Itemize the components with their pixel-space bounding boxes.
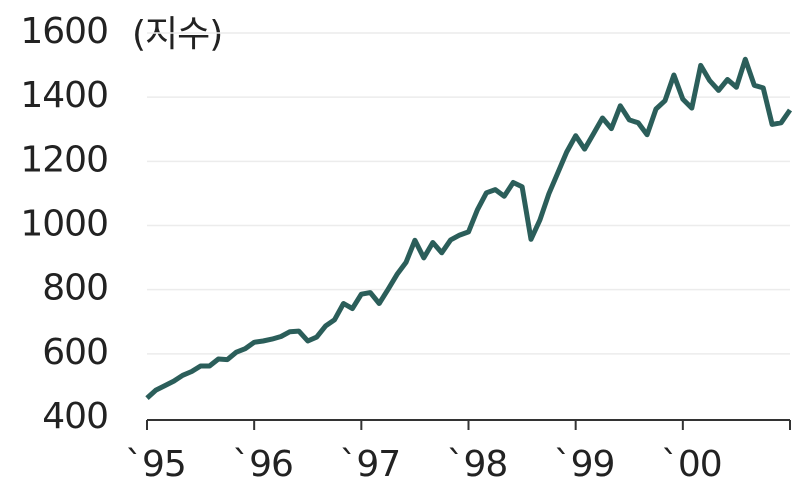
y-tick-label: 1200	[20, 139, 108, 180]
y-tick-label: 1600	[20, 11, 108, 52]
y-tick-label: 600	[42, 332, 108, 373]
y-tick-label: 400	[42, 396, 108, 437]
data-line	[145, 56, 793, 400]
x-tick-label: `98	[447, 444, 508, 485]
x-tick-label: `97	[339, 444, 400, 485]
x-tick-label: `99	[554, 444, 615, 485]
y-tick-label: 1000	[20, 204, 108, 245]
y-tick-label: 1400	[20, 75, 108, 116]
x-tick-label: `00	[661, 444, 722, 485]
y-tick-label: 800	[42, 268, 108, 309]
x-tick-label: `96	[232, 444, 293, 485]
x-tick-label: `95	[125, 444, 186, 485]
y-axis-label: (지수)	[132, 14, 222, 55]
